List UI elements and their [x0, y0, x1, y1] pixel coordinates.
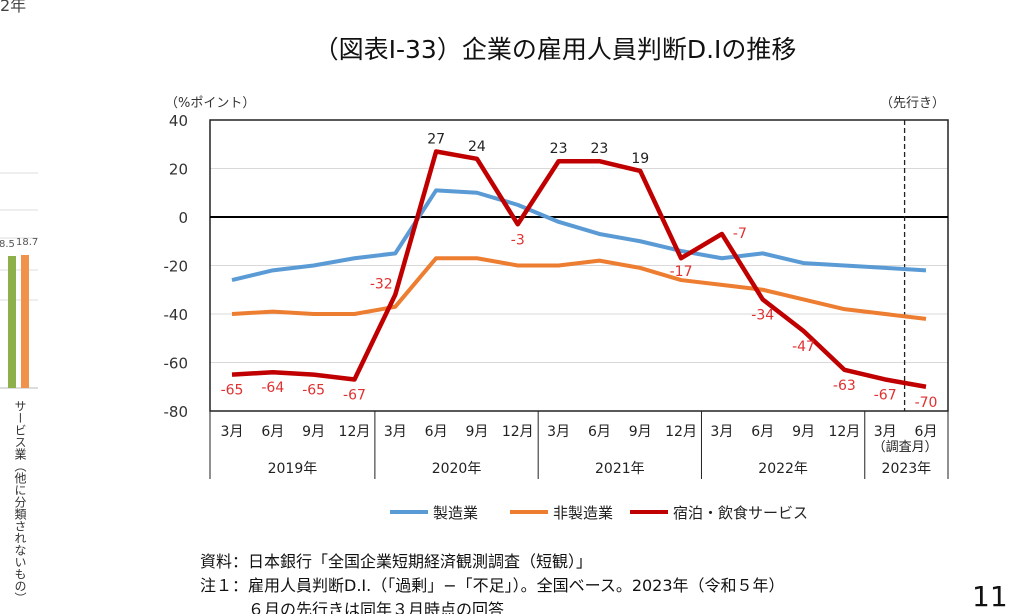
data-label: 23 [590, 141, 608, 157]
x-tick-month: 12月 [339, 424, 371, 440]
x-tick-month: 6月 [425, 424, 448, 440]
data-label: -32 [370, 277, 393, 293]
footnotes: 資料：日本銀行「全国企業短期経済観測調査（短観）」 注１：雇用人員判断D.I.（… [200, 550, 785, 614]
fragment-bar [21, 255, 29, 388]
x-tick-month: 12月 [502, 424, 534, 440]
series-line-2 [231, 149, 927, 389]
data-label: -67 [343, 387, 366, 403]
x-tick-year: 2019年 [268, 461, 318, 477]
x-tick-month: 12月 [665, 424, 697, 440]
x-tick-month: 3月 [874, 424, 897, 440]
note-source: 資料：日本銀行「全国企業短期経済観測調査（短観）」 [200, 552, 593, 571]
data-label: -17 [670, 264, 693, 280]
x-tick-month: 12月 [828, 424, 860, 440]
x-tick-month: 3月 [547, 424, 570, 440]
page-number: 11 [972, 580, 1008, 613]
data-label: -3 [511, 232, 525, 248]
data-label: -70 [915, 395, 938, 411]
y-tick-label: 0 [178, 209, 188, 227]
data-label: -63 [833, 378, 856, 394]
note-1: 注１：雇用人員判断D.I.（「過剰」−「不足」）。全国ベース。2023年（令和５… [200, 576, 785, 595]
x-tick-year: 2021年 [595, 461, 645, 477]
y-tick-label: -20 [164, 258, 189, 276]
x-tick-year: 2022年 [758, 461, 808, 477]
legend-label: 製造業 [433, 504, 478, 522]
fragment-year-text: 2年 [0, 0, 27, 15]
data-label: 24 [468, 139, 486, 155]
series-line-0 [231, 188, 927, 282]
x-tick-month: 6月 [261, 424, 284, 440]
x-tick-year: 2023年 [882, 461, 932, 477]
y-tick-label: -60 [164, 355, 189, 373]
forecast-label: （先行き） [880, 96, 945, 111]
x-tick-month: 9月 [629, 424, 652, 440]
chart-title: （図表Ⅰ-33）企業の雇用人員判断D.Iの推移 [313, 35, 797, 64]
x-tick-month: 3月 [710, 424, 733, 440]
x-tick-month: 9月 [465, 424, 488, 440]
x-tick-year: 2020年 [432, 461, 482, 477]
fragment-bar-label: 18.7 [16, 237, 38, 248]
data-label: 19 [631, 151, 649, 167]
survey-month-label: （調査月） [873, 440, 938, 455]
x-tick-month: 3月 [384, 424, 407, 440]
data-label: -65 [302, 383, 325, 399]
legend-label: 宿泊・飲食サービス [673, 504, 808, 522]
data-label: -47 [792, 339, 815, 355]
y-tick-label: -80 [164, 403, 189, 421]
x-tick-month: 6月 [588, 424, 611, 440]
x-tick-month: 6月 [915, 424, 938, 440]
y-axis-unit-label: （%ポイント） [165, 96, 255, 111]
data-label: -67 [874, 387, 897, 403]
y-tick-label: 40 [169, 112, 188, 130]
data-label: -64 [261, 380, 284, 396]
x-tick-month: 9月 [792, 424, 815, 440]
x-tick-month: 9月 [302, 424, 325, 440]
data-label: 27 [427, 132, 445, 148]
fragment-category-label: サービス業（他に分類されないもの） [13, 400, 27, 604]
legend-label: 非製造業 [553, 504, 613, 522]
data-label: -34 [751, 307, 774, 323]
x-tick-month: 6月 [751, 424, 774, 440]
series-line-1 [231, 256, 927, 321]
x-tick-month: 3月 [221, 424, 244, 440]
fragment-bar [8, 256, 16, 388]
plot-frame [209, 119, 949, 412]
note-1-cont: ６月の先行きは同年３月時点の回答 [200, 600, 505, 614]
fragment-bar-label: 8.5 [0, 239, 15, 250]
data-label: -65 [221, 383, 244, 399]
y-tick-label: 20 [169, 161, 188, 179]
data-label: 23 [550, 141, 568, 157]
y-tick-label: -40 [164, 306, 189, 324]
data-label: -7 [733, 226, 747, 242]
